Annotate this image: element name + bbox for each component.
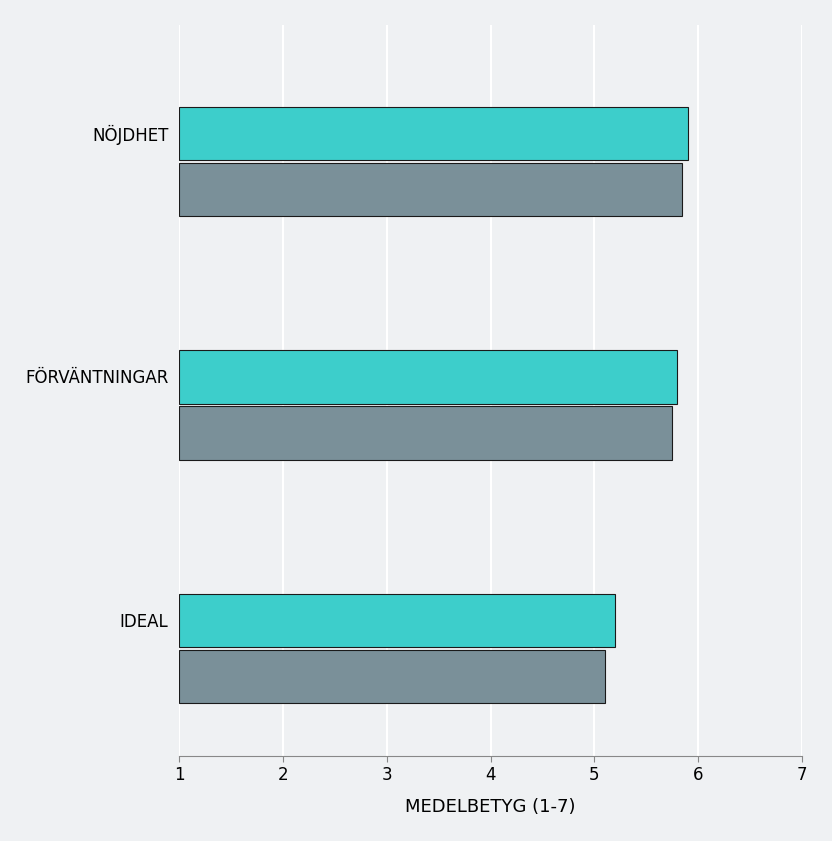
X-axis label: MEDELBETYG (1-7): MEDELBETYG (1-7) — [405, 798, 576, 816]
Bar — [180, 650, 605, 703]
Bar — [180, 162, 682, 216]
Bar — [180, 594, 615, 648]
Bar — [180, 406, 672, 460]
Bar — [180, 107, 688, 160]
Bar — [180, 350, 677, 404]
